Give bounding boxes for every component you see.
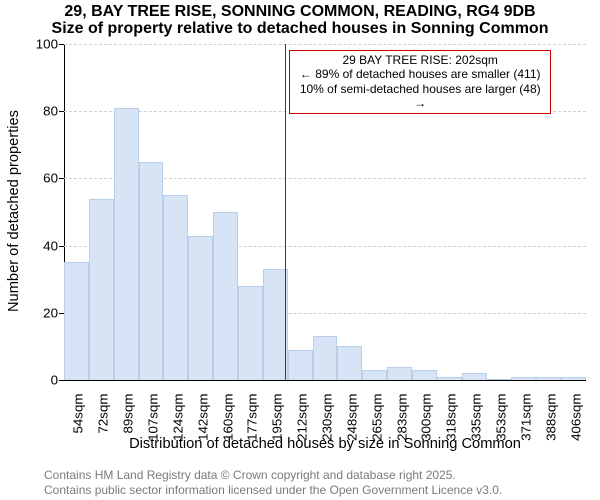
y-axis-label: Number of detached properties [6, 43, 22, 379]
y-tick-label: 40 [28, 238, 58, 253]
y-tick-label: 20 [28, 305, 58, 320]
x-tick-label: 212sqm [295, 394, 310, 444]
histogram-bar [188, 236, 213, 380]
histogram-bar [437, 377, 462, 380]
histogram-bar [64, 262, 89, 380]
histogram-bar [313, 336, 338, 380]
y-tick-label: 0 [28, 373, 58, 388]
histogram-bar [487, 379, 512, 380]
x-tick-label: 195sqm [270, 394, 285, 444]
annotation-line: ← 89% of detached houses are smaller (41… [294, 67, 546, 81]
x-tick-label: 160sqm [220, 394, 235, 444]
x-tick-label: 230sqm [320, 394, 335, 444]
histogram-bar [387, 367, 412, 380]
footer-attribution-1: Contains HM Land Registry data © Crown c… [44, 468, 456, 482]
histogram-bar [263, 269, 288, 380]
x-tick-label: 54sqm [71, 394, 86, 444]
histogram-bar [213, 212, 238, 380]
footer-attribution-2: Contains public sector information licen… [44, 483, 502, 497]
histogram-bar [139, 162, 164, 380]
x-tick-label: 124sqm [170, 394, 185, 444]
x-tick-label: 335sqm [469, 394, 484, 444]
annotation-callout: 29 BAY TREE RISE: 202sqm← 89% of detache… [289, 50, 551, 114]
x-tick-label: 142sqm [195, 394, 210, 444]
histogram-plot-area: 29 BAY TREE RISE: 202sqm← 89% of detache… [64, 44, 586, 380]
histogram-bar [89, 199, 114, 380]
histogram-bar [114, 108, 139, 380]
histogram-bar [462, 373, 487, 380]
histogram-bar [511, 377, 536, 380]
x-tick-label: 318sqm [444, 394, 459, 444]
x-tick-label: 107sqm [146, 394, 161, 444]
annotation-line: 29 BAY TREE RISE: 202sqm [294, 53, 546, 67]
y-tick-label: 80 [28, 104, 58, 119]
x-tick-label: 283sqm [394, 394, 409, 444]
x-tick-label: 248sqm [344, 394, 359, 444]
histogram-bar [288, 350, 313, 380]
x-tick-label: 72sqm [96, 394, 111, 444]
y-tick-label: 100 [28, 37, 58, 52]
histogram-bar [561, 377, 586, 380]
x-tick-label: 265sqm [369, 394, 384, 444]
histogram-bar [238, 286, 263, 380]
annotation-line: 10% of semi-detached houses are larger (… [294, 82, 546, 111]
x-tick-label: 89sqm [121, 394, 136, 444]
histogram-bar [412, 370, 437, 380]
histogram-bar [362, 370, 387, 380]
y-tick-label: 60 [28, 171, 58, 186]
histogram-bar [163, 195, 188, 380]
property-marker-line [285, 44, 286, 380]
x-tick-label: 353sqm [494, 394, 509, 444]
x-tick-label: 406sqm [568, 394, 583, 444]
y-gridline [64, 44, 586, 45]
chart-title-line1: 29, BAY TREE RISE, SONNING COMMON, READI… [0, 3, 600, 21]
x-tick-label: 371sqm [518, 394, 533, 444]
histogram-bar [337, 346, 362, 380]
x-tick-label: 300sqm [419, 394, 434, 444]
x-tick-label: 388sqm [543, 394, 558, 444]
x-tick-label: 177sqm [245, 394, 260, 444]
chart-title-line2: Size of property relative to detached ho… [0, 20, 600, 38]
histogram-bar [536, 377, 561, 380]
